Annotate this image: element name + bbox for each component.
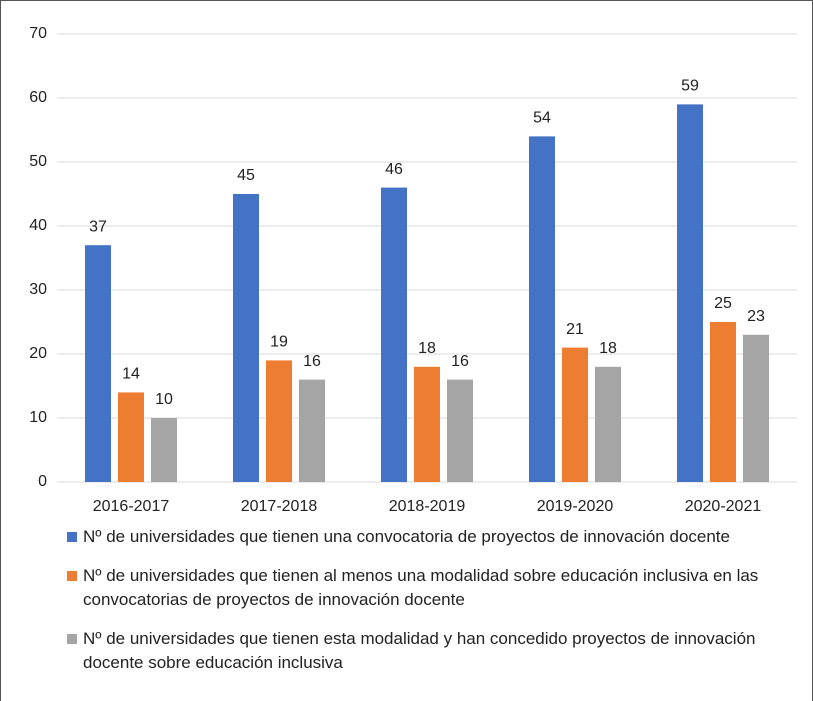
bar [529,136,555,482]
bar [595,366,621,482]
data-label: 21 [566,321,584,338]
bar [710,322,736,482]
bar [233,194,259,482]
y-tick-label: 0 [38,473,47,490]
data-label: 10 [155,391,173,408]
y-tick-label: 10 [29,409,47,426]
bar [381,187,407,482]
legend-entry: Nº de universidades que tienen esta moda… [67,627,777,675]
data-label: 14 [122,366,140,383]
bar [677,104,703,483]
legend-label: Nº de universidades que tienen esta moda… [83,629,756,672]
data-label: 25 [714,295,732,312]
legend-swatch [67,571,77,581]
data-label: 18 [418,340,436,357]
data-label: 59 [681,78,699,95]
data-label: 54 [533,110,551,127]
y-tick-label: 50 [29,153,47,170]
legend-swatch [67,532,77,542]
bar [414,366,440,482]
legend-label: Nº de universidades que tienen una convo… [83,527,730,546]
legend-label: Nº de universidades que tienen al menos … [83,566,759,609]
bar [118,392,144,482]
data-label: 45 [237,167,255,184]
legend: Nº de universidades que tienen una convo… [67,525,777,690]
y-tick-label: 30 [29,281,47,298]
x-tick-label: 2019-2020 [537,498,614,515]
data-label: 46 [385,161,403,178]
bar [85,245,111,482]
y-tick-label: 70 [29,25,47,42]
legend-entry: Nº de universidades que tienen al menos … [67,564,777,612]
x-tick-label: 2018-2019 [389,498,466,515]
y-tick-label: 40 [29,217,47,234]
data-label: 16 [303,353,321,370]
data-label: 37 [89,218,107,235]
x-tick-label: 2020-2021 [685,498,762,515]
bar [299,379,325,482]
data-label: 19 [270,334,288,351]
x-tick-label: 2016-2017 [93,498,170,515]
y-tick-label: 60 [29,89,47,106]
x-tick-label: 2017-2018 [241,498,318,515]
bar [743,334,769,482]
bar [562,347,588,482]
data-label: 23 [747,308,765,325]
bar [151,418,177,482]
bar [447,379,473,482]
legend-swatch [67,634,77,644]
data-label: 16 [451,353,469,370]
legend-entry: Nº de universidades que tienen una convo… [67,525,777,549]
bar [266,360,292,482]
data-label: 18 [599,340,617,357]
y-tick-label: 20 [29,345,47,362]
